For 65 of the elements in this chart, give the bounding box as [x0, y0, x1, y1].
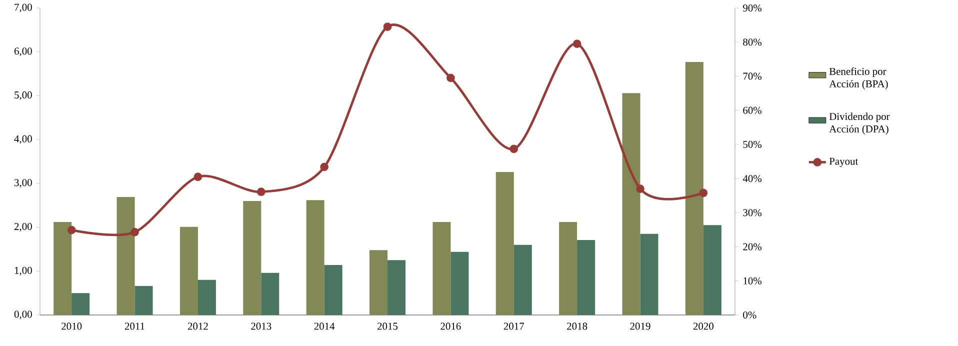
bar	[640, 234, 658, 315]
y-tick-label: 2,00	[14, 223, 32, 232]
x-tick-label: 2020	[693, 322, 714, 330]
y2-tick-label: 0%	[743, 311, 756, 319]
y-tick-label: 1,00	[14, 266, 32, 276]
x-tick-label: 2016	[440, 322, 461, 330]
y-tick-label: 6,00	[14, 48, 32, 56]
y2-tick-label: 70%	[743, 72, 762, 80]
legend-label: Payout	[829, 158, 858, 167]
point	[636, 184, 644, 193]
y2-tick-label: 30%	[743, 209, 762, 216]
bar	[496, 172, 514, 315]
bar	[324, 265, 342, 315]
y-tick-label: 3,00	[14, 179, 32, 188]
bar	[306, 200, 324, 315]
y2-tick-label: 90%	[743, 4, 762, 12]
y2-tick-label: 50%	[743, 140, 762, 148]
point	[320, 162, 329, 172]
bar	[450, 252, 469, 315]
y-tick-label: 7,00	[14, 4, 32, 12]
bar	[577, 240, 596, 315]
y-tick-label: 5,00	[14, 91, 32, 100]
bar	[370, 250, 388, 315]
bar	[559, 222, 578, 315]
x-tick-label: 2013	[251, 322, 272, 330]
y2-tick-label: 10%	[744, 277, 762, 284]
point	[383, 22, 392, 31]
y-tick-label: 4,00	[14, 135, 32, 144]
x-tick-label: 2019	[630, 322, 650, 330]
y2-tick-label: 60%	[743, 106, 762, 114]
point	[699, 188, 708, 198]
bar	[198, 280, 216, 315]
bar	[54, 222, 72, 315]
bar	[432, 222, 451, 315]
bar	[622, 93, 640, 315]
bar	[72, 293, 90, 315]
x-tick-label: 2011	[124, 322, 144, 330]
bar	[261, 272, 280, 315]
y-tick-label: 0,00	[14, 310, 32, 320]
point	[130, 228, 139, 236]
bar	[703, 225, 722, 315]
legend-label: Beneficio por Acción (BPA)	[829, 67, 888, 90]
legend-label: Dividendo por Acción (DPA)	[829, 112, 890, 135]
point	[256, 188, 266, 196]
bar	[388, 260, 406, 315]
point	[510, 144, 518, 154]
y2-tick-label: 40%	[742, 175, 762, 182]
bar	[116, 197, 135, 315]
x-tick-label: 2017	[504, 322, 524, 330]
x-tick-label: 2012	[188, 322, 208, 330]
y2-tick-label: 80%	[743, 38, 762, 46]
point	[446, 74, 455, 82]
point	[67, 226, 76, 234]
bar	[685, 62, 704, 315]
x-tick-label: 2015	[377, 322, 398, 330]
bar	[514, 244, 532, 315]
bar	[243, 200, 262, 315]
bar	[134, 286, 153, 315]
x-tick-label: 2010	[62, 322, 82, 330]
bar	[180, 226, 198, 315]
x-tick-label: 2018	[567, 322, 588, 330]
y2-tick-label: 20%	[743, 243, 762, 250]
point	[572, 40, 582, 48]
x-tick-label: 2014	[314, 322, 335, 330]
point	[194, 172, 202, 182]
